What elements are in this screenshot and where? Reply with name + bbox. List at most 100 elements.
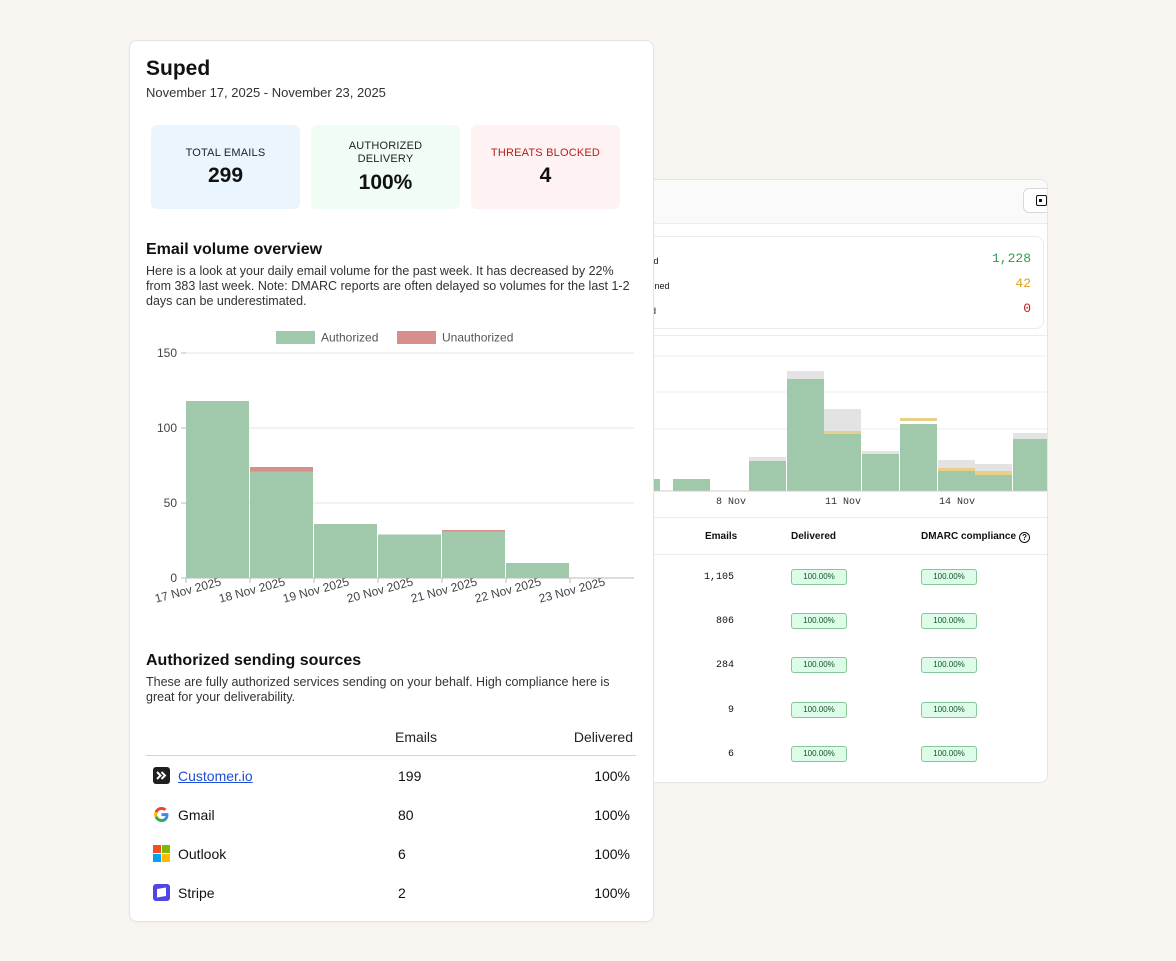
stripe-icon xyxy=(153,884,170,901)
x-tick-label: 21 Nov 2025 xyxy=(409,574,479,605)
legend-swatch xyxy=(397,331,436,344)
delivered-badge: 100.00% xyxy=(791,746,847,762)
col-emails-header: Emails xyxy=(395,729,438,745)
help-icon[interactable]: ? xyxy=(1019,532,1031,543)
dmarc-badge: 100.00% xyxy=(921,569,977,585)
bar-segment xyxy=(975,464,1012,471)
microsoft-icon xyxy=(153,845,170,862)
bar-authorized xyxy=(186,401,249,578)
stat-value: 0 xyxy=(1023,301,1031,316)
table-divider xyxy=(146,755,636,756)
source-name: Outlook xyxy=(178,846,227,862)
bar-segment xyxy=(749,457,786,461)
email-volume-chart: Authorized Unauthorized 0 50 100 150 17 Nov 20… xyxy=(153,331,634,606)
source-row-stripe[interactable]: Stripe 2 100% xyxy=(146,874,636,913)
bar xyxy=(938,471,975,491)
delivered-badge: 100.00% xyxy=(791,702,847,718)
source-delivered: 100% xyxy=(594,885,630,901)
source-name: Gmail xyxy=(178,807,215,823)
bar-authorized xyxy=(378,534,441,578)
delivered-badge: 100.00% xyxy=(791,613,847,629)
source-row-outlook[interactable]: Outlook 6 100% xyxy=(146,835,636,874)
bar-unauthorized xyxy=(442,530,505,532)
row-emails: 1,105 xyxy=(703,572,734,583)
bar-segment xyxy=(938,468,975,471)
bar xyxy=(673,479,710,491)
bar xyxy=(1013,439,1047,491)
weekly-report-card: Suped November 17, 2025 - November 23, 2… xyxy=(129,40,654,922)
kpi-label: TOTAL EMAILS xyxy=(185,147,266,159)
x-tick-label: 17 Nov 2025 xyxy=(153,574,223,605)
dashboard-volume-chart: 8 Nov 11 Nov 14 Nov xyxy=(601,335,1047,518)
col-dmarc[interactable]: DMARC compliance? xyxy=(921,531,1031,543)
y-tick-label: 100 xyxy=(157,421,177,435)
x-tick-label: 19 Nov 2025 xyxy=(281,574,351,605)
x-tick-label: 22 Nov 2025 xyxy=(473,574,543,605)
bar-segment xyxy=(900,418,937,421)
table-row[interactable]: 9 100.00% 100.00% xyxy=(601,702,1047,749)
dashboard-table-header: Emails Delivered DMARC compliance? xyxy=(601,525,1047,555)
source-row-gmail[interactable]: Gmail 80 100% xyxy=(146,796,636,835)
y-tick-label: 150 xyxy=(157,346,177,360)
col-dmarc-label: DMARC compliance xyxy=(921,531,1017,542)
source-emails: 80 xyxy=(398,807,414,823)
bar-segment xyxy=(824,409,861,431)
stat-rejected: jected 0 xyxy=(632,301,1043,321)
bar-segment xyxy=(862,451,899,454)
legend-swatch xyxy=(276,331,315,344)
table-row[interactable]: 806 100.00% 100.00% xyxy=(601,613,1047,660)
dmarc-badge: 100.00% xyxy=(921,657,977,673)
table-row[interactable]: 284 100.00% 100.00% xyxy=(601,657,1047,704)
bar-segment xyxy=(938,460,975,468)
row-emails: 6 xyxy=(727,749,734,760)
stat-value: 42 xyxy=(1015,276,1031,291)
source-delivered: 100% xyxy=(594,807,630,823)
dmarc-badge: 100.00% xyxy=(921,613,977,629)
source-emails: 199 xyxy=(398,768,422,784)
x-tick-label: 18 Nov 2025 xyxy=(217,574,287,605)
bar-authorized xyxy=(506,563,569,578)
bar-segment xyxy=(824,431,861,434)
source-link-customerio[interactable]: Customer.io xyxy=(178,768,253,784)
col-delivered[interactable]: Delivered xyxy=(791,531,837,542)
sources-section-desc: These are fully authorized services send… xyxy=(146,675,610,704)
source-delivered: 100% xyxy=(594,846,630,862)
dashboard-chart-svg: 8 Nov 11 Nov 14 Nov xyxy=(601,355,1047,508)
delivered-badge: 100.00% xyxy=(791,657,847,673)
source-name: Stripe xyxy=(178,885,215,901)
table-row[interactable]: 6 100.00% 100.00% xyxy=(601,746,1047,782)
source-emails: 2 xyxy=(398,885,406,901)
kpi-authorized-delivery: AUTHORIZED DELIVERY 100% xyxy=(311,125,460,209)
kpi-value: 4 xyxy=(539,164,552,187)
bar-segment xyxy=(1013,433,1047,439)
x-tick-label: 20 Nov 2025 xyxy=(345,574,415,605)
tick-label: 8 Nov xyxy=(716,497,746,508)
legend-label: Authorized xyxy=(321,331,378,345)
bar xyxy=(824,434,861,491)
bar xyxy=(749,461,786,491)
table-row[interactable]: 1,105 100.00% 100.00% xyxy=(601,569,1047,616)
tick-label: 11 Nov xyxy=(825,497,861,508)
bar-authorized xyxy=(442,531,505,578)
kpi-label: AUTHORIZED DELIVERY xyxy=(348,140,423,165)
calendar-icon xyxy=(1036,195,1047,206)
volume-section-title: Email volume overview xyxy=(146,241,323,258)
kpi-label: THREATS BLOCKED xyxy=(490,147,601,159)
source-row-customerio[interactable]: Customer.io 199 100% xyxy=(146,757,636,796)
row-emails: 9 xyxy=(727,705,734,716)
bar-unauthorized xyxy=(250,467,313,472)
row-emails: 806 xyxy=(715,616,734,627)
kpi-total-emails: TOTAL EMAILS 299 xyxy=(151,125,300,209)
report-date-range: November 17, 2025 - November 23, 2025 xyxy=(146,85,386,100)
col-delivered-header: Delivered xyxy=(573,729,633,745)
date-picker-button[interactable] xyxy=(1023,188,1047,213)
kpi-value: 100% xyxy=(358,171,413,194)
row-emails: 284 xyxy=(715,660,734,671)
stat-delivered: livered 1,228 xyxy=(632,251,1043,271)
dashboard-card: livered 1,228 arantined 42 jected 0 xyxy=(600,179,1048,783)
stat-value: 1,228 xyxy=(991,251,1031,266)
bar xyxy=(862,454,899,491)
source-delivered: 100% xyxy=(594,768,630,784)
col-emails[interactable]: Emails xyxy=(705,531,738,542)
y-tick-label: 0 xyxy=(170,571,177,585)
